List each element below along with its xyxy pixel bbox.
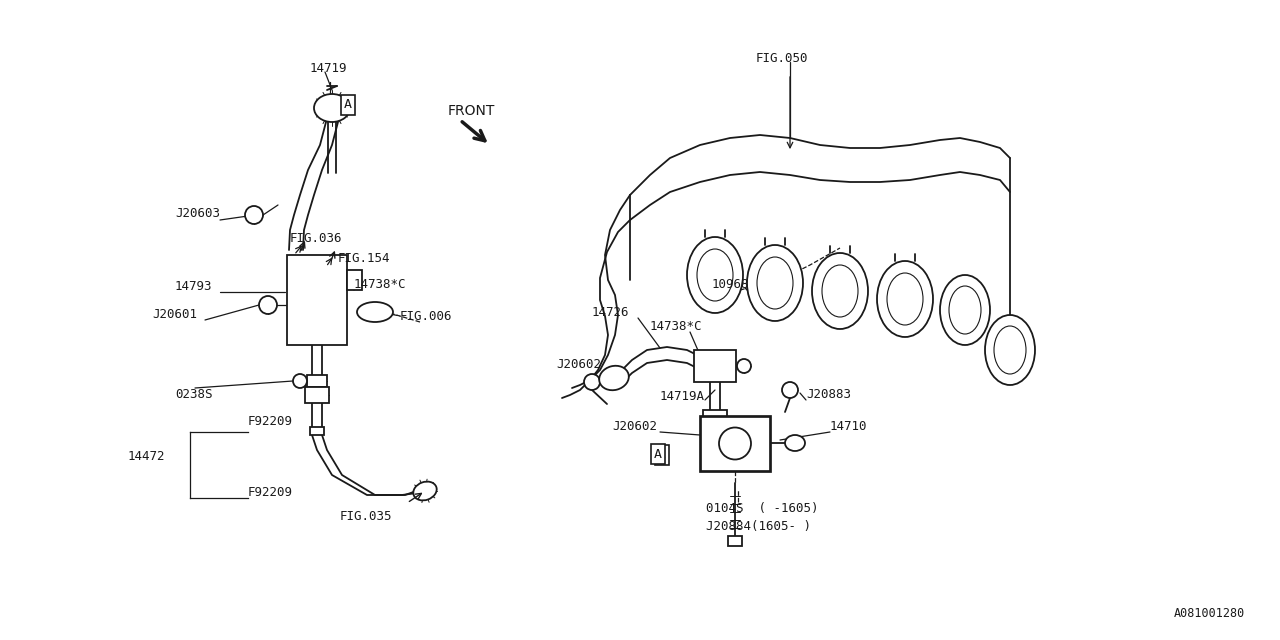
- Bar: [700, 416, 771, 471]
- Text: J20602: J20602: [612, 420, 657, 433]
- Text: 10968: 10968: [712, 278, 750, 291]
- Text: F92209: F92209: [248, 415, 293, 428]
- Text: FRONT: FRONT: [448, 104, 495, 118]
- Text: 14472: 14472: [128, 450, 165, 463]
- Text: FIG.050: FIG.050: [756, 52, 809, 65]
- Bar: [287, 255, 347, 345]
- Bar: [307, 375, 326, 387]
- Bar: [310, 427, 324, 435]
- Bar: [710, 424, 719, 436]
- Text: 14719A: 14719A: [660, 390, 705, 403]
- Ellipse shape: [986, 315, 1036, 385]
- Ellipse shape: [413, 481, 436, 500]
- Ellipse shape: [719, 428, 751, 460]
- Ellipse shape: [940, 275, 989, 345]
- Ellipse shape: [782, 382, 797, 398]
- Text: A: A: [658, 449, 666, 461]
- Bar: [703, 410, 727, 424]
- Text: F92209: F92209: [248, 486, 293, 499]
- Ellipse shape: [877, 261, 933, 337]
- Ellipse shape: [687, 237, 742, 313]
- Ellipse shape: [737, 359, 751, 373]
- Text: J20884(1605- ): J20884(1605- ): [707, 520, 812, 533]
- Text: FIG.154: FIG.154: [338, 252, 390, 265]
- Bar: [694, 350, 736, 382]
- Text: 14726: 14726: [591, 306, 630, 319]
- Text: 14738*C: 14738*C: [355, 278, 407, 291]
- Ellipse shape: [293, 374, 307, 388]
- Text: J20603: J20603: [175, 207, 220, 220]
- Text: FIG.036: FIG.036: [291, 232, 343, 245]
- Text: A: A: [344, 99, 352, 111]
- Ellipse shape: [357, 302, 393, 322]
- Text: J20883: J20883: [806, 388, 851, 401]
- Text: FIG.006: FIG.006: [399, 310, 453, 323]
- Ellipse shape: [259, 296, 276, 314]
- Text: A081001280: A081001280: [1174, 607, 1245, 620]
- Ellipse shape: [314, 94, 349, 122]
- Text: 14793: 14793: [175, 280, 212, 293]
- Text: 0238S: 0238S: [175, 388, 212, 401]
- Text: J20602: J20602: [556, 358, 602, 371]
- Ellipse shape: [748, 245, 803, 321]
- Text: 14738*C: 14738*C: [650, 320, 703, 333]
- Ellipse shape: [244, 206, 262, 224]
- Text: J20601: J20601: [152, 308, 197, 321]
- Bar: [305, 387, 329, 403]
- Text: FIG.035: FIG.035: [340, 510, 393, 523]
- Bar: [347, 270, 362, 290]
- Text: 14710: 14710: [829, 420, 868, 433]
- Ellipse shape: [785, 435, 805, 451]
- Ellipse shape: [599, 366, 628, 390]
- Bar: [728, 536, 742, 546]
- Text: A: A: [654, 447, 662, 461]
- Ellipse shape: [584, 374, 600, 390]
- Text: 14719: 14719: [310, 62, 347, 75]
- Ellipse shape: [812, 253, 868, 329]
- Text: 0104S  ( -1605): 0104S ( -1605): [707, 502, 818, 515]
